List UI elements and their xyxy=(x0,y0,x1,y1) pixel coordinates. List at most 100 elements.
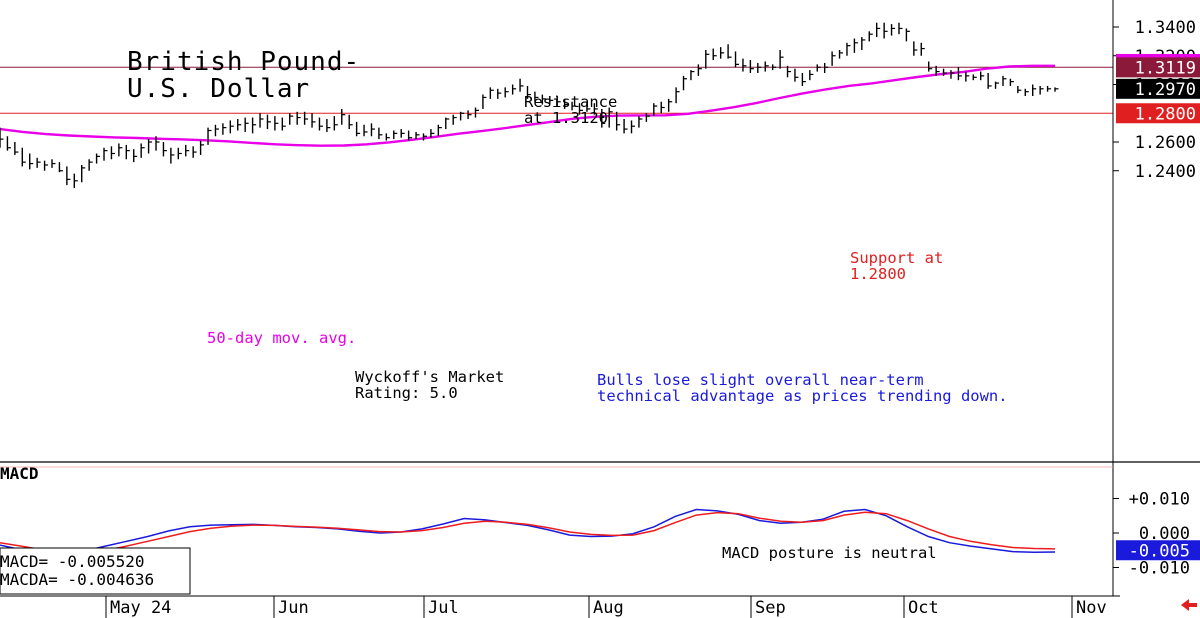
resistance-label: at 1.3120 xyxy=(524,109,608,127)
price-bar xyxy=(838,50,844,59)
price-bar xyxy=(66,166,71,186)
price-bar xyxy=(801,73,806,86)
price-bar xyxy=(511,84,517,95)
price-bar xyxy=(571,101,576,111)
price-bar xyxy=(341,108,346,125)
price-axis-tick-label: 1.2600 xyxy=(1135,133,1196,153)
price-bar xyxy=(875,22,881,38)
price-axis-tick-label: 1.2400 xyxy=(1135,162,1196,182)
price-bar xyxy=(794,68,799,82)
price-bar xyxy=(816,64,821,72)
price-bar xyxy=(140,143,145,158)
price-bar xyxy=(534,91,539,102)
price-bar xyxy=(229,120,234,134)
price-bar xyxy=(653,103,658,117)
price-bar xyxy=(407,130,413,141)
price-bar xyxy=(913,41,918,56)
price-bar xyxy=(103,147,108,161)
month-label: May 24 xyxy=(110,598,171,618)
price-bar xyxy=(965,71,970,82)
price-bar xyxy=(170,147,175,164)
price-bar xyxy=(846,42,851,56)
arrow-head xyxy=(1181,599,1189,611)
price-bar xyxy=(318,117,323,131)
price-bar xyxy=(771,64,777,71)
price-bar xyxy=(1017,85,1022,94)
price-bar xyxy=(660,101,665,114)
price-bar xyxy=(563,98,569,109)
price-bar xyxy=(719,47,725,59)
price-bar xyxy=(73,173,78,188)
price-bar xyxy=(415,131,420,140)
price-bar xyxy=(727,44,732,59)
price-bar xyxy=(578,103,584,115)
axis-value-badge-text: 1.2970 xyxy=(1135,80,1196,100)
price-bar xyxy=(905,28,910,42)
price-bar xyxy=(81,165,86,183)
price-bar xyxy=(764,61,769,72)
price-bar xyxy=(593,103,598,115)
price-bar xyxy=(920,42,925,56)
price-bar xyxy=(110,146,115,160)
price-bar xyxy=(296,111,301,125)
axis-value-badge-text: 1.3119 xyxy=(1135,58,1196,78)
price-bar xyxy=(497,88,502,99)
price-bar xyxy=(251,117,257,134)
chart-title-line: U.S. Dollar xyxy=(127,74,310,104)
axis-value-badge-bg xyxy=(1116,78,1200,99)
price-bar xyxy=(489,87,494,99)
price-bar xyxy=(667,98,673,112)
price-bar xyxy=(705,50,710,69)
price-bar xyxy=(333,116,338,131)
price-bar xyxy=(244,117,249,132)
month-label: Jun xyxy=(278,598,309,618)
price-bar xyxy=(199,140,205,155)
price-bar xyxy=(868,31,873,42)
price-bar xyxy=(1002,75,1007,86)
price-bar xyxy=(927,61,933,72)
price-bar xyxy=(303,111,309,125)
support-label: Support at xyxy=(850,249,943,267)
price-bar xyxy=(1054,87,1059,92)
price-bar xyxy=(638,116,643,128)
price-bar xyxy=(445,117,450,130)
price-bar xyxy=(437,124,442,137)
price-bar xyxy=(207,127,212,145)
axis-value-badge-bg xyxy=(1116,103,1200,124)
price-bar xyxy=(452,114,457,125)
month-label: Oct xyxy=(908,598,939,618)
price-bar xyxy=(987,73,992,89)
price-bar xyxy=(385,133,390,141)
price-bar xyxy=(214,124,219,137)
price-bar xyxy=(88,159,93,171)
price-bar xyxy=(36,157,41,168)
macd-readout-box xyxy=(0,547,191,595)
price-bar xyxy=(311,113,316,128)
price-bar xyxy=(734,51,740,68)
price-bar xyxy=(1032,84,1037,96)
price-bar xyxy=(467,110,472,119)
price-bar xyxy=(222,123,227,135)
price-bar xyxy=(29,153,34,170)
analysis-comment: technical advantage as prices trending d… xyxy=(597,387,1008,405)
price-bar xyxy=(133,149,138,163)
macd-axis-tick-label: -0.010 xyxy=(1129,559,1190,579)
price-bar xyxy=(482,94,487,109)
price-bar xyxy=(162,142,167,157)
analysis-comment: Bulls lose slight overall near-term xyxy=(597,371,924,389)
price-bar xyxy=(125,144,130,160)
macd-value-badge: -0.005 xyxy=(1116,540,1200,561)
price-bar xyxy=(289,113,294,125)
market-rating-label: Rating: 5.0 xyxy=(355,384,458,402)
price-bar xyxy=(898,22,903,35)
price-bar xyxy=(549,96,554,105)
price-bar xyxy=(950,70,955,79)
price-bar xyxy=(274,116,279,131)
price-bar xyxy=(363,124,368,137)
price-bar xyxy=(0,127,4,148)
price-bar xyxy=(831,51,836,66)
price-bar xyxy=(615,111,621,131)
macd-panel xyxy=(0,508,1056,595)
price-bar xyxy=(675,87,680,104)
price-bar xyxy=(355,121,361,137)
